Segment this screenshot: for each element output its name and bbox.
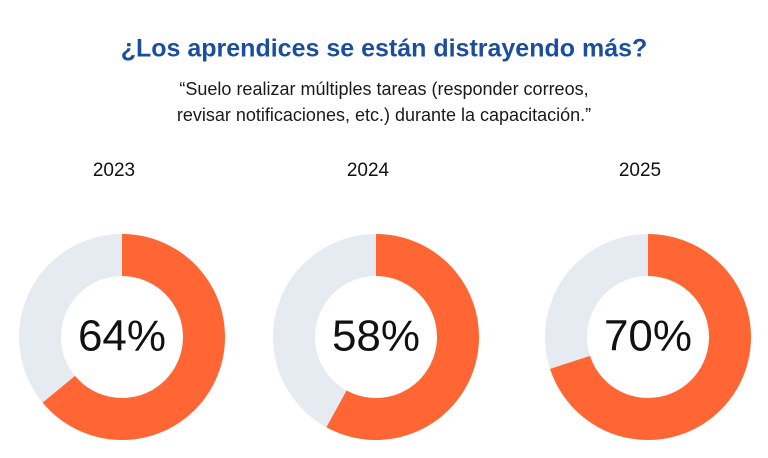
value-label: 58% — [332, 312, 420, 361]
chart-title: ¿Los aprendices se están distrayendo más… — [121, 35, 648, 63]
value-label: 64% — [78, 312, 166, 361]
donut-arc — [42, 234, 225, 440]
year-label: 2023 — [93, 160, 135, 181]
donut-arc — [326, 234, 479, 440]
year-label: 2024 — [347, 160, 390, 181]
subtitle: revisar notificaciones, etc.) durante la… — [177, 105, 591, 125]
value-label: 70% — [604, 312, 692, 361]
subtitle: “Suelo realizar múltiples tareas (respon… — [179, 79, 588, 99]
year-label: 2025 — [619, 160, 661, 181]
donut-arc — [550, 234, 751, 440]
